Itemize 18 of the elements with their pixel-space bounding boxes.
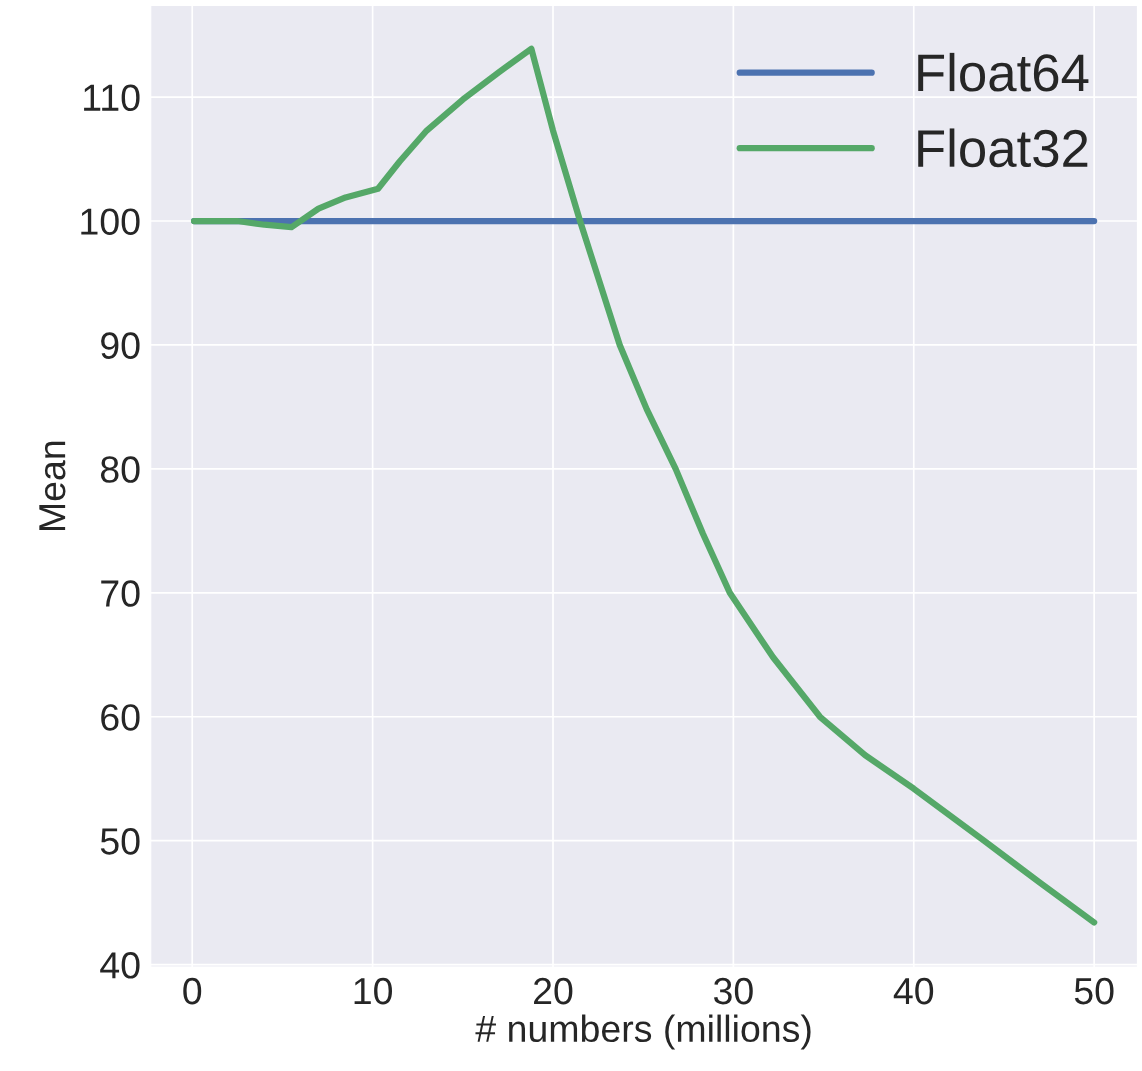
x-axis-title: # numbers (millions)	[475, 1014, 811, 1050]
y-tick-label: 60	[101, 704, 140, 731]
legend-label: Float64	[918, 52, 1089, 92]
x-tick-label: 30	[713, 977, 753, 1005]
x-tick-label: 20	[534, 977, 573, 1005]
y-tick-label: 50	[100, 828, 140, 855]
legend-label: Float32	[918, 128, 1088, 168]
y-tick-label: 90	[101, 332, 140, 359]
x-tick-label: 0	[183, 977, 202, 1005]
y-tick-label: 80	[100, 456, 140, 483]
y-tick-label: 110	[84, 84, 140, 112]
x-tick-label: 10	[354, 977, 392, 1005]
y-tick-label: 70	[101, 580, 140, 607]
y-tick-label: 100	[81, 208, 140, 235]
y-tick-label: 40	[100, 952, 140, 979]
x-tick-label: 40	[893, 977, 934, 1005]
y-axis-title: Mean	[39, 441, 66, 531]
x-tick-label: 50	[1074, 977, 1114, 1005]
